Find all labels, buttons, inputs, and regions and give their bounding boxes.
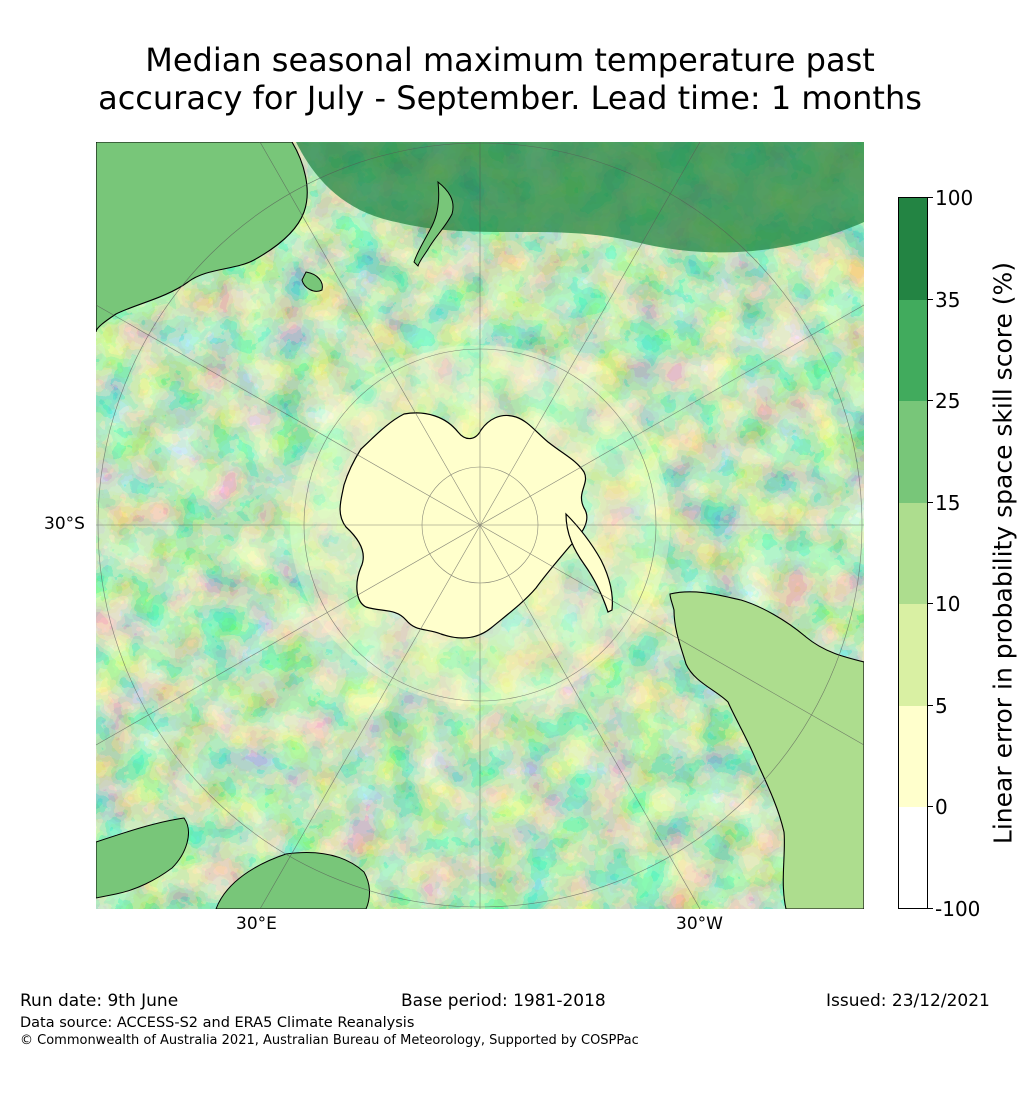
graticule	[96, 142, 864, 909]
lon-label-30w: 30°W	[676, 914, 723, 934]
australia	[96, 142, 308, 333]
antarctica-landmass	[339, 412, 588, 639]
cb-label-100: 100	[935, 186, 974, 210]
lat-label-30s: 30°S	[44, 514, 85, 534]
issued-date: Issued: 23/12/2021	[826, 991, 990, 1011]
skill-map	[96, 142, 864, 909]
new-zealand	[413, 180, 454, 267]
colorbar-title: Linear error in probability space skill …	[988, 261, 1018, 845]
cb-seg-10-15	[899, 503, 927, 604]
cb-label-35: 35	[935, 288, 961, 312]
title-line-1: Median seasonal maximum temperature past	[145, 41, 875, 79]
cb-seg-neg100-0	[899, 807, 927, 908]
cb-seg-35-100	[899, 198, 927, 300]
cb-seg-25-35	[899, 300, 927, 401]
cb-label-15: 15	[935, 491, 961, 515]
colorbar	[898, 197, 928, 909]
tasmania	[301, 271, 323, 292]
cb-label-0: 0	[935, 795, 948, 819]
antarctic-peninsula	[565, 512, 613, 613]
cb-label-5: 5	[935, 694, 948, 718]
copyright: © Commonwealth of Australia 2021, Austra…	[20, 1033, 639, 1048]
cb-label-25: 25	[935, 389, 961, 413]
cb-seg-5-10	[899, 604, 927, 706]
title-line-2: accuracy for July - September. Lead time…	[98, 79, 922, 117]
south-america	[669, 591, 864, 909]
cb-label-10: 10	[935, 592, 961, 616]
africa	[96, 817, 370, 909]
cb-label-neg100: -100	[935, 897, 981, 921]
data-source: Data source: ACCESS-S2 and ERA5 Climate …	[20, 1015, 415, 1031]
run-date: Run date: 9th June	[20, 991, 179, 1011]
cb-seg-15-25	[899, 401, 927, 503]
lon-label-30e: 30°E	[236, 914, 277, 934]
cb-seg-0-5	[899, 706, 927, 807]
base-period: Base period: 1981-2018	[401, 991, 606, 1011]
